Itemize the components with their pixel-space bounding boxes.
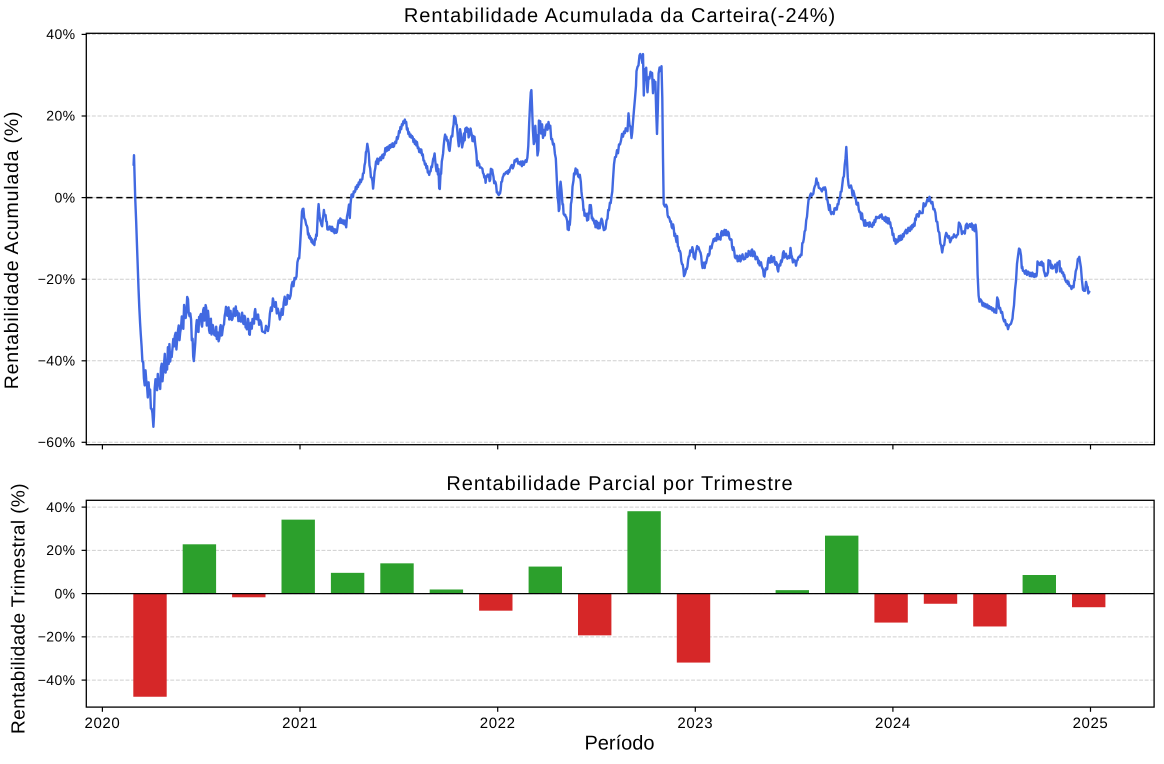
svg-text:Período: Período xyxy=(584,733,654,755)
svg-text:−40%: −40% xyxy=(38,353,76,369)
svg-text:−60%: −60% xyxy=(38,434,76,450)
svg-text:40%: 40% xyxy=(46,26,75,42)
svg-text:Rentabilidade Acumulada (%): Rentabilidade Acumulada (%) xyxy=(1,111,23,390)
svg-text:2025: 2025 xyxy=(1073,715,1109,732)
svg-text:40%: 40% xyxy=(46,499,75,515)
svg-text:20%: 20% xyxy=(46,542,75,558)
svg-text:−20%: −20% xyxy=(38,271,76,287)
svg-text:Rentabilidade Trimestral (%): Rentabilidade Trimestral (%) xyxy=(9,483,30,734)
svg-text:2024: 2024 xyxy=(875,715,911,732)
svg-text:2020: 2020 xyxy=(85,715,121,732)
svg-text:0%: 0% xyxy=(54,585,75,601)
svg-text:2023: 2023 xyxy=(677,715,713,732)
svg-text:−40%: −40% xyxy=(38,672,76,688)
svg-text:0%: 0% xyxy=(54,189,75,205)
svg-text:Rentabilidade Parcial por Trim: Rentabilidade Parcial por Trimestre xyxy=(446,473,793,495)
svg-text:2021: 2021 xyxy=(282,715,318,732)
svg-text:20%: 20% xyxy=(46,108,75,124)
svg-text:Rentabilidade Acumulada da Car: Rentabilidade Acumulada da Carteira(-24%… xyxy=(404,5,836,27)
svg-text:2022: 2022 xyxy=(480,715,516,732)
svg-text:−20%: −20% xyxy=(38,629,76,645)
